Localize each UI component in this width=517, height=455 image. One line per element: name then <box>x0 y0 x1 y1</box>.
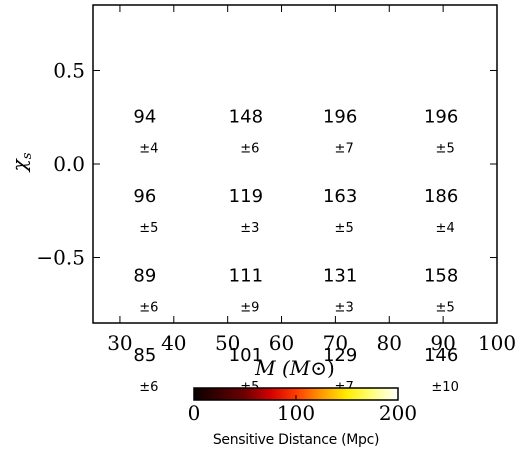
cell-value: 85 <box>133 345 156 366</box>
cell-error: ±5 <box>436 142 455 157</box>
cell-error: ±5 <box>335 221 354 236</box>
cell-error: ±3 <box>240 221 259 236</box>
cell-value: 129 <box>323 345 357 366</box>
svg-text:χs: χs <box>7 152 35 173</box>
cell-value: 186 <box>424 186 458 207</box>
x-tick-label: 60 <box>269 331 294 355</box>
cell-error: ±6 <box>139 301 158 316</box>
cell-error: ±3 <box>335 301 354 316</box>
cell-value: 163 <box>323 186 357 207</box>
x-tick-label: 50 <box>215 331 240 355</box>
cell-value: 89 <box>133 266 156 287</box>
cell-value: 148 <box>229 107 263 128</box>
x-tick-label: 30 <box>107 331 132 355</box>
cell-value: 101 <box>229 345 263 366</box>
cell-value: 119 <box>229 186 263 207</box>
cell-value-labels: 94 ±4 148 ±6 196 ±7 196 ±5 96 ±5 119 ±3 163 ±5 186 ±4 89… <box>133 107 458 396</box>
cell-error: ±6 <box>139 380 158 395</box>
y-tick-label: −0.5 <box>36 246 85 270</box>
cell-value: 146 <box>424 345 458 366</box>
cell-error: ±7 <box>335 142 354 157</box>
x-tick-label: 90 <box>430 331 455 355</box>
y-tick-label: 0.0 <box>53 152 85 176</box>
colorbar-ticks: 0 100 200 <box>188 395 417 425</box>
cell-value: 94 <box>133 107 156 128</box>
colorbar-tick-label: 200 <box>379 401 417 425</box>
x-ticks: 30 40 50 60 70 80 90 100 <box>107 5 516 355</box>
cell-error: ±6 <box>240 142 259 157</box>
x-tick-label: 80 <box>377 331 402 355</box>
cell-value: 111 <box>229 266 263 287</box>
cell-error: ±4 <box>436 221 455 236</box>
x-axis-title: M (M⊙) <box>254 356 335 380</box>
cell-value: 196 <box>424 107 458 128</box>
cell-value: 158 <box>424 266 458 287</box>
colorbar-label: Sensitive Distance (Mpc) <box>213 432 379 448</box>
cell-value: 196 <box>323 107 357 128</box>
colorbar-tick-label: 100 <box>277 401 315 425</box>
cell-value: 131 <box>323 266 357 287</box>
cell-value: 96 <box>133 186 156 207</box>
cell-error: ±4 <box>139 142 158 157</box>
cell-error: ±5 <box>436 301 455 316</box>
cell-error: ±5 <box>139 221 158 236</box>
x-tick-label: 100 <box>478 331 516 355</box>
y-axis-title: χs <box>7 152 35 173</box>
y-ticks: 0.5 0.0 −0.5 <box>36 58 497 270</box>
x-tick-label: 70 <box>323 331 348 355</box>
cell-error: ±9 <box>240 301 259 316</box>
x-tick-label: 40 <box>161 331 186 355</box>
colorbar-tick-label: 0 <box>188 401 201 425</box>
cell-error: ±10 <box>431 380 458 395</box>
y-tick-label: 0.5 <box>53 58 85 82</box>
